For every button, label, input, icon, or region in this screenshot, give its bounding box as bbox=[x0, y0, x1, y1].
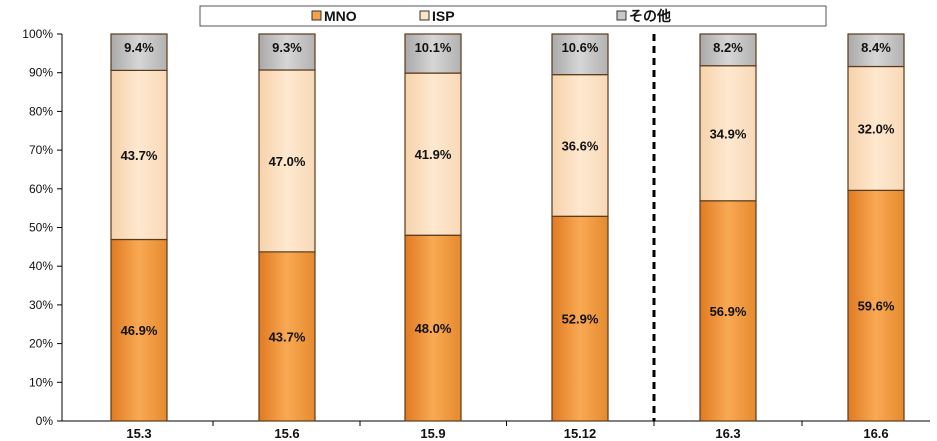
y-tick-label: 80% bbox=[29, 104, 53, 118]
data-label-other: 9.3% bbox=[272, 40, 302, 55]
data-label-mno: 46.9% bbox=[121, 323, 158, 338]
x-tick-label: 15.6 bbox=[274, 426, 299, 441]
bar-segment-mno bbox=[110, 238, 168, 422]
bar-segment-other bbox=[404, 33, 462, 74]
legend-label-isp: ISP bbox=[432, 8, 455, 24]
bar-segment-other bbox=[551, 33, 609, 76]
x-tick-label: 15.12 bbox=[564, 426, 597, 441]
data-label-isp: 43.7% bbox=[121, 148, 158, 163]
data-label-other: 9.4% bbox=[124, 40, 154, 55]
y-tick-label: 100% bbox=[22, 27, 53, 41]
y-tick-label: 40% bbox=[29, 259, 53, 273]
data-label-isp: 47.0% bbox=[269, 154, 306, 169]
bar-segment-isp bbox=[699, 65, 757, 202]
bar-segment-mno bbox=[258, 251, 316, 422]
y-tick-label: 20% bbox=[29, 337, 53, 351]
data-label-mno: 52.9% bbox=[562, 312, 599, 327]
bar-segment-mno bbox=[404, 234, 462, 422]
legend-label-mno: MNO bbox=[324, 8, 357, 24]
y-tick-label: 70% bbox=[29, 143, 53, 157]
bar-segment-other bbox=[110, 33, 168, 71]
data-label-mno: 59.6% bbox=[858, 299, 895, 314]
data-label-isp: 41.9% bbox=[415, 147, 452, 162]
legend-swatch-mno bbox=[311, 10, 322, 21]
bar-segment-other bbox=[699, 33, 757, 67]
data-label-isp: 36.6% bbox=[562, 138, 599, 153]
y-tick-label: 30% bbox=[29, 298, 53, 312]
data-label-isp: 34.9% bbox=[710, 126, 747, 141]
x-tick-label: 15.3 bbox=[126, 426, 151, 441]
data-label-mno: 48.0% bbox=[415, 321, 452, 336]
y-tick-label: 90% bbox=[29, 66, 53, 80]
x-tick-label: 16.3 bbox=[715, 426, 740, 441]
data-label-other: 10.6% bbox=[562, 40, 599, 55]
y-tick-label: 10% bbox=[29, 375, 53, 389]
bar-segment-other bbox=[258, 33, 316, 71]
legend-swatch-isp bbox=[419, 10, 430, 21]
y-tick-label: 60% bbox=[29, 182, 53, 196]
x-tick-label: 15.9 bbox=[420, 426, 445, 441]
data-label-other: 8.2% bbox=[713, 40, 743, 55]
bar-segment-isp bbox=[258, 69, 316, 253]
data-label-other: 8.4% bbox=[861, 40, 891, 55]
data-label-other: 10.1% bbox=[415, 40, 452, 55]
data-label-mno: 56.9% bbox=[710, 304, 747, 319]
x-tick-label: 16.6 bbox=[863, 426, 888, 441]
legend-label-other: その他 bbox=[629, 8, 671, 24]
y-tick-label: 0% bbox=[36, 414, 54, 428]
legend-swatch-other bbox=[616, 10, 627, 21]
legend-box bbox=[199, 5, 827, 27]
bar-segment-other bbox=[847, 33, 905, 68]
data-label-mno: 43.7% bbox=[269, 329, 306, 344]
bar-segment-isp bbox=[404, 72, 462, 236]
bar-segment-mno bbox=[551, 215, 609, 422]
bar-segment-isp bbox=[551, 74, 609, 217]
y-tick-label: 50% bbox=[29, 221, 53, 235]
bar-segment-isp bbox=[110, 69, 168, 241]
data-label-isp: 32.0% bbox=[858, 121, 895, 136]
